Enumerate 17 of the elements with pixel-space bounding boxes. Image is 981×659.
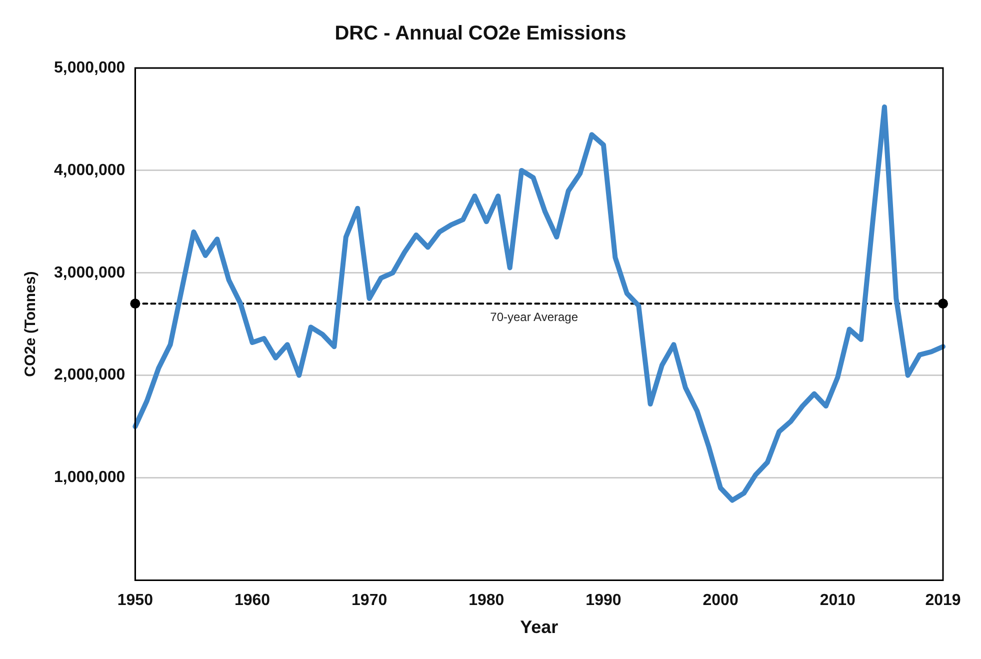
y-tick-label: 3,000,000	[54, 264, 126, 282]
x-axis-title: Year	[520, 617, 558, 638]
x-tick-label: 1950	[117, 592, 154, 610]
x-tick-label: 2000	[702, 592, 738, 610]
y-axis-title: CO2e (Tonnes)	[22, 271, 40, 377]
x-tick-label: 1970	[352, 592, 388, 610]
y-tick-label: 5,000,000	[54, 59, 126, 76]
x-tick-label: 2010	[820, 592, 856, 610]
chart-title: DRC - Annual CO2e Emissions	[334, 22, 626, 45]
y-tick-label: 4,000,000	[54, 162, 126, 179]
series-label: 70-year Average	[490, 310, 578, 324]
x-tick-label: 1990	[586, 592, 622, 610]
x-tick-label: 2019	[925, 592, 961, 610]
x-tick-label: 1980	[468, 592, 504, 610]
x-tick-label: 1960	[234, 592, 270, 610]
y-tick-label: 1,000,000	[54, 469, 126, 486]
y-tick-label: 2,000,000	[54, 366, 126, 384]
